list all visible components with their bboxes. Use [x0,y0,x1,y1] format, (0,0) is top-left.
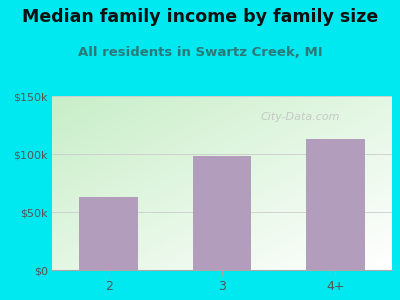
Text: All residents in Swartz Creek, MI: All residents in Swartz Creek, MI [78,46,322,59]
Bar [306,139,365,270]
Text: City-Data.com: City-Data.com [260,112,340,122]
Bar [79,197,138,270]
Text: Median family income by family size: Median family income by family size [22,8,378,26]
Bar [192,156,252,270]
